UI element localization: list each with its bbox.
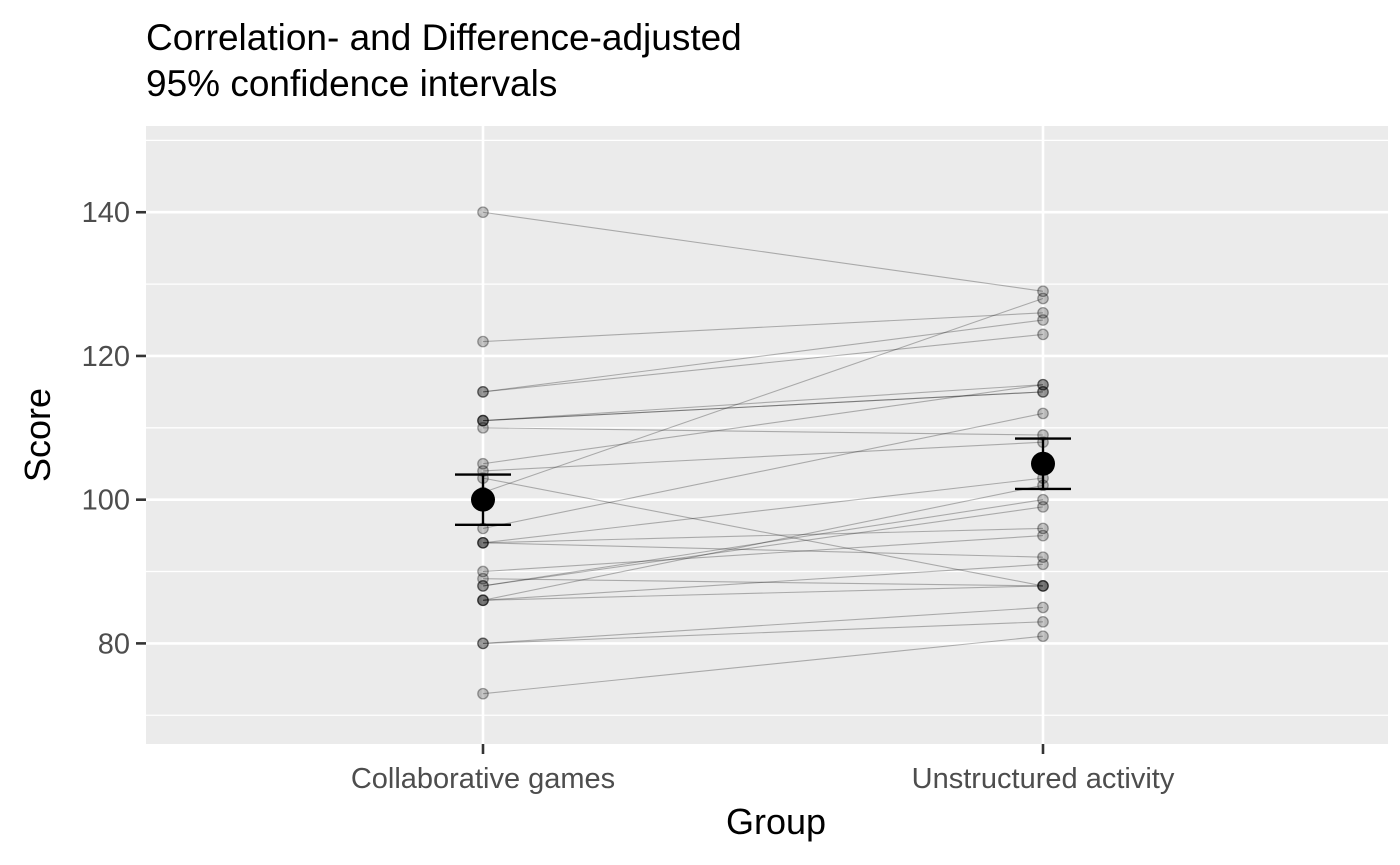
y-tick-label: 100 [82, 485, 130, 517]
paired-line [482, 312, 1044, 343]
observation-point [1037, 601, 1049, 614]
observation-point [1037, 580, 1049, 592]
mean-point [471, 487, 495, 512]
observation-point [477, 414, 489, 427]
observation-point [1037, 529, 1049, 542]
observation-point [1037, 407, 1049, 420]
paired-line [482, 542, 1044, 558]
x-tick-label: Collaborative games [351, 763, 615, 795]
paired-line [482, 535, 1044, 573]
observation-point [1037, 580, 1049, 592]
y-tick-label: 80 [98, 628, 130, 660]
paired-line [482, 578, 1044, 587]
observation-point [1037, 501, 1049, 513]
observation-point [1037, 551, 1049, 564]
plot-area: 80 100 120 140 Collaborative games Unstructur… [82, 126, 1388, 795]
paired-line [482, 384, 1044, 465]
observation-point [1037, 558, 1049, 571]
observation-point [477, 594, 489, 607]
paired-line [482, 427, 1044, 436]
chart-title: Correlation- and Difference-adjusted [146, 17, 742, 58]
observation-point [477, 687, 489, 700]
paired-line [482, 384, 1044, 422]
panel-background [146, 126, 1388, 744]
observation-point [1037, 314, 1049, 326]
paired-line [482, 585, 1044, 601]
observation-point [477, 386, 489, 398]
paired-line [482, 506, 1044, 587]
observation-point [477, 594, 489, 607]
observation-point [1037, 493, 1049, 506]
observation-point [477, 580, 489, 592]
observation-point [1037, 386, 1049, 398]
observation-point [1037, 615, 1049, 628]
observation-point [477, 536, 489, 549]
paired-line [482, 527, 1044, 544]
paired-line [482, 635, 1044, 695]
paired-line [482, 391, 1044, 422]
observation-point [1037, 285, 1049, 298]
paired-line [482, 211, 1044, 292]
paired-line [482, 441, 1044, 472]
observation-point [477, 414, 489, 427]
mean-point [1031, 451, 1055, 476]
observation-point [477, 386, 489, 398]
paired-line [482, 499, 1044, 587]
observation-point [1037, 306, 1049, 319]
observation-point [1037, 292, 1049, 305]
observation-point [1037, 378, 1049, 391]
observation-point [477, 637, 489, 650]
observation-point [477, 637, 489, 650]
x-tick-label: Unstructured activity [912, 763, 1175, 795]
paired-line [482, 319, 1044, 393]
paired-line [482, 563, 1044, 601]
observation-point [477, 421, 489, 434]
y-tick-label: 120 [82, 341, 130, 373]
observation-point [477, 206, 489, 219]
observation-point [1037, 378, 1049, 391]
paired-line [482, 412, 1044, 529]
observation-point [477, 457, 489, 470]
paired-line [482, 333, 1044, 393]
observation-point [1037, 328, 1049, 341]
observation-point [477, 414, 489, 427]
chart-subtitle: 95% confidence intervals [146, 63, 557, 104]
x-axis-title: Group [726, 801, 826, 842]
observation-point [477, 335, 489, 348]
paired-line [482, 621, 1044, 644]
observation-point [1037, 522, 1049, 535]
observation-point [477, 580, 489, 592]
observation-point [1037, 386, 1049, 398]
observation-point [477, 536, 489, 549]
observation-point [477, 565, 489, 578]
paired-line [482, 391, 1044, 422]
observation-point [477, 572, 489, 585]
paired-line [482, 477, 1044, 587]
paired-line [482, 484, 1044, 601]
paired-line [482, 297, 1044, 494]
observation-point [1037, 630, 1049, 643]
observation-point [1037, 580, 1049, 592]
paired-line [482, 477, 1044, 544]
observation-point [477, 594, 489, 607]
y-tick-label: 140 [82, 197, 130, 229]
y-axis-title: Score [17, 388, 58, 482]
observation-point [477, 536, 489, 549]
paired-line [482, 606, 1044, 644]
